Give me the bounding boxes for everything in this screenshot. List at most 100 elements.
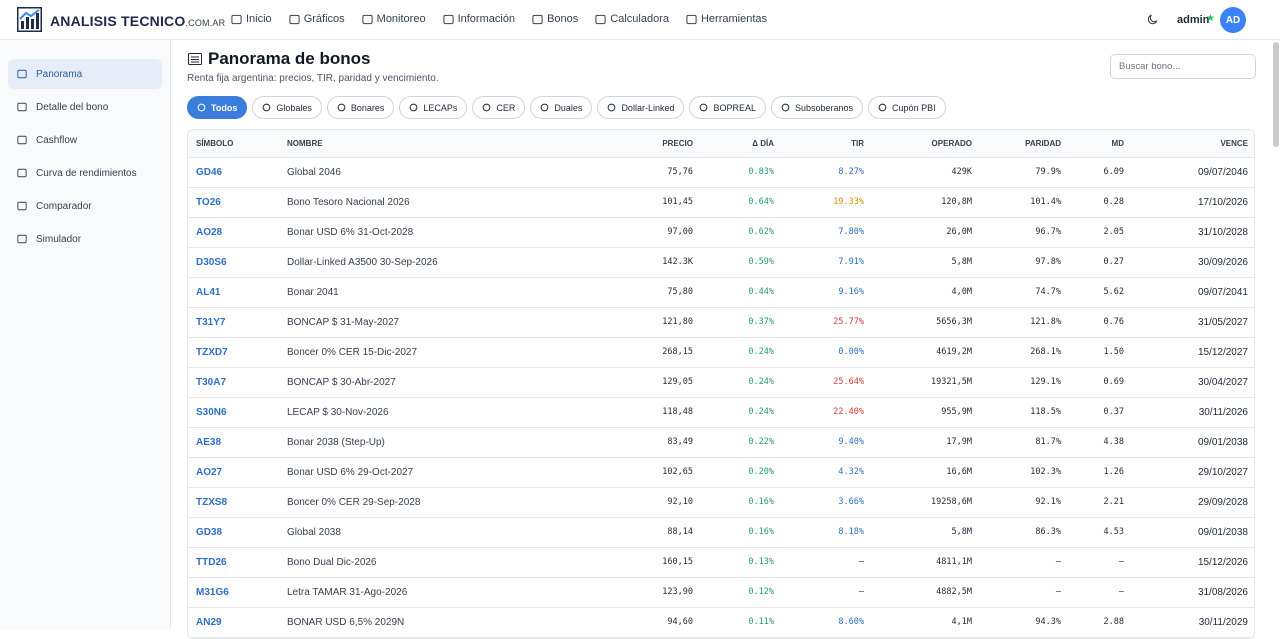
bond-row[interactable]: T30A7 BONCAP $ 30-Abr-2027 129,05 0.24% 25.6…	[188, 367, 1254, 398]
cell: 0.62%	[701, 217, 782, 248]
filters: Todos Globales Bonares LECAPs CER Duales Dolla…	[187, 96, 946, 119]
sidebar-item[interactable]: Panorama	[8, 59, 162, 89]
cell: 31/08/2026	[1132, 577, 1254, 608]
cell: 102,65	[601, 457, 701, 488]
nav-item[interactable]: Inicio	[231, 13, 272, 25]
filter-chip[interactable]: Cupón PBI	[868, 96, 946, 119]
bond-row[interactable]: T31Y7 BONCAP $ 31-May-2027 121,80 0.37% 25.7…	[188, 307, 1254, 338]
icon	[532, 14, 543, 24]
icon	[197, 103, 206, 112]
cell: 19258,6M	[872, 487, 980, 518]
column-header[interactable]: PRECIO	[601, 130, 701, 158]
filter-chip[interactable]: LECAPs	[399, 96, 468, 119]
search-input[interactable]	[1110, 54, 1256, 79]
cell: AN29	[188, 607, 279, 638]
cell: 1.26	[1069, 457, 1132, 488]
sidebar-item[interactable]: Detalle del bono	[8, 92, 162, 122]
user-name[interactable]: admin	[1177, 14, 1210, 26]
cell: 83,49	[601, 427, 701, 458]
cell: 4.53	[1069, 517, 1132, 548]
cell: 8.60%	[782, 607, 872, 638]
cell: 17/10/2026	[1132, 187, 1254, 218]
cell: 09/01/2038	[1132, 517, 1254, 548]
cell: Bonar USD 6% 29-Oct-2027	[279, 457, 601, 488]
cell: 09/01/2038	[1132, 427, 1254, 458]
bond-row[interactable]: TZXS8 Boncer 0% CER 29-Sep-2028 92,10 0.16%…	[188, 487, 1254, 518]
filter-label: Globales	[276, 102, 312, 113]
theme-toggle[interactable]	[1146, 13, 1159, 26]
cell: T31Y7	[188, 307, 279, 338]
nav-item[interactable]: Información	[442, 13, 515, 25]
cell: 79.9%	[980, 157, 1069, 188]
scrollbar[interactable]	[1273, 42, 1279, 147]
cell: Global 2046	[279, 157, 601, 188]
cell: 0.27	[1069, 247, 1132, 278]
filter-chip[interactable]: CER	[472, 96, 526, 119]
avatar[interactable]: AD	[1220, 7, 1246, 33]
cell: 2.88	[1069, 607, 1132, 638]
sidebar-item[interactable]: Simulador	[8, 224, 162, 254]
column-header[interactable]: SÍMBOLO	[188, 130, 279, 158]
column-header[interactable]: OPERADO	[872, 130, 980, 158]
cell: 955,9M	[872, 397, 980, 428]
sidebar-item[interactable]: Comparador	[8, 191, 162, 221]
column-header[interactable]: Δ DÍA	[701, 130, 782, 158]
bond-row[interactable]: GD38 Global 2038 88,14 0.16% 8.18% 5,8M 86.3% 4…	[188, 517, 1254, 548]
filter-chip[interactable]: Subsoberanos	[771, 96, 864, 119]
cell: 121,80	[601, 307, 701, 338]
column-header[interactable]: VENCE	[1132, 130, 1254, 158]
icon	[262, 103, 271, 112]
cell: AE38	[188, 427, 279, 458]
brand[interactable]: ANALISIS TECNICO.COM.AR	[50, 13, 225, 29]
column-header[interactable]: NOMBRE	[279, 130, 601, 158]
bond-row[interactable]: D30S6 Dollar-Linked A3500 30-Sep-2026 142.…	[188, 247, 1254, 278]
cell: 429K	[872, 157, 980, 188]
filter-chip[interactable]: Bonares	[326, 96, 395, 119]
filter-chip[interactable]: Globales	[252, 96, 322, 119]
cell: 75,76	[601, 157, 701, 188]
column-header[interactable]: PARIDAD	[980, 130, 1069, 158]
cell: 26,0M	[872, 217, 980, 248]
cell: 5,8M	[872, 517, 980, 548]
cell: 5656,3M	[872, 307, 980, 338]
filter-chip[interactable]: Dollar-Linked	[597, 96, 685, 119]
cell: AO28	[188, 217, 279, 248]
filter-chip[interactable]: Duales	[530, 96, 593, 119]
logo[interactable]	[17, 7, 42, 32]
bond-row[interactable]: TZXD7 Boncer 0% CER 15-Dic-2027 268,15 0.24…	[188, 337, 1254, 368]
bond-row[interactable]: AO27 Bonar USD 6% 29-Oct-2027 102,65 0.20% 4…	[188, 457, 1254, 488]
bond-row[interactable]: S30N6 LECAP $ 30-Nov-2026 118,48 0.24% 22.40…	[188, 397, 1254, 428]
nav-item[interactable]: Gráficos	[289, 13, 345, 25]
bond-row[interactable]: AO28 Bonar USD 6% 31-Oct-2028 97,00 0.62% 7.…	[188, 217, 1254, 248]
cell: 0.24%	[701, 397, 782, 428]
cell: 0.64%	[701, 187, 782, 218]
icon	[17, 168, 27, 178]
cell: 29/09/2028	[1132, 487, 1254, 518]
column-header[interactable]: MD	[1069, 130, 1132, 158]
bond-row[interactable]: M31G6 Letra TAMAR 31-Ago-2026 123,90 0.12% —…	[188, 577, 1254, 608]
cell: TTD26	[188, 547, 279, 578]
sidebar-item[interactable]: Curva de rendimientos	[8, 158, 162, 188]
nav-item[interactable]: Herramientas	[686, 13, 767, 25]
bond-row[interactable]: GD46 Global 2046 75,76 0.83% 8.27% 429K 79.9% 6…	[188, 157, 1254, 188]
cell: 0.76	[1069, 307, 1132, 338]
nav-item[interactable]: Bonos	[532, 13, 578, 25]
bond-row[interactable]: TO26 Bono Tesoro Nacional 2026 101,45 0.64%…	[188, 187, 1254, 218]
nav-item[interactable]: Monitoreo	[362, 13, 426, 25]
column-header[interactable]: TIR	[782, 130, 872, 158]
bond-row[interactable]: AE38 Bonar 2038 (Step-Up) 83,49 0.22% 9.40% 1…	[188, 427, 1254, 458]
cell: Boncer 0% CER 15-Dic-2027	[279, 337, 601, 368]
cell: Bono Dual Dic-2026	[279, 547, 601, 578]
cell: 8.27%	[782, 157, 872, 188]
nav-item[interactable]: Calculadora	[595, 13, 669, 25]
bond-row[interactable]: AL41 Bonar 2041 75,80 0.44% 9.16% 4,0M 74.7% 5.…	[188, 277, 1254, 308]
bond-row[interactable]: AN29 BONAR USD 6,5% 2029N 94,60 0.11% 8.60% 4…	[188, 607, 1254, 638]
filter-chip[interactable]: Todos	[187, 96, 248, 119]
sidebar-item[interactable]: Cashflow	[8, 125, 162, 155]
filter-chip[interactable]: BOPREAL	[689, 96, 766, 119]
cell: 0.16%	[701, 517, 782, 548]
cell: 94.3%	[980, 607, 1069, 638]
bond-row[interactable]: TTD26 Bono Dual Dic-2026 160,15 0.13% —4811,…	[188, 547, 1254, 578]
cell: 09/07/2041	[1132, 277, 1254, 308]
cell: 30/11/2029	[1132, 607, 1254, 638]
